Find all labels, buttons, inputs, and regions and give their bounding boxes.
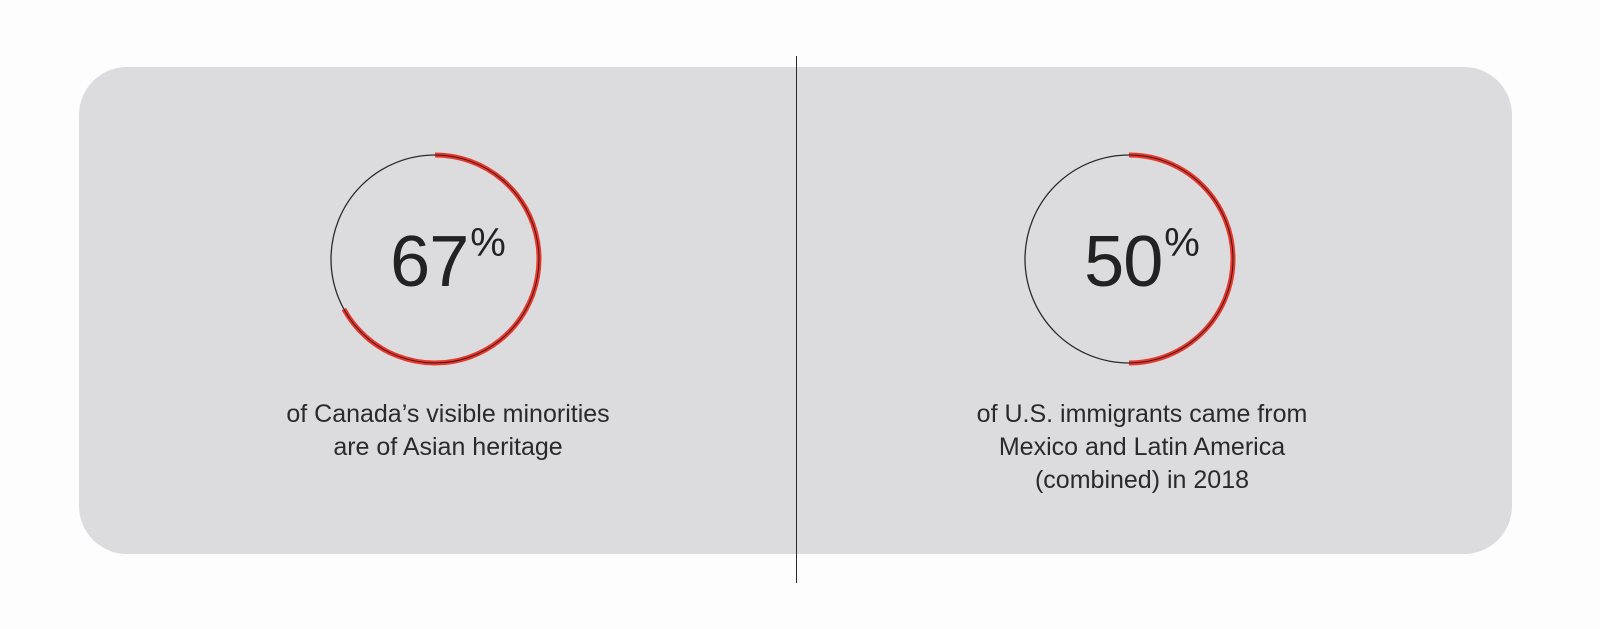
ring-chart [1024,152,1236,366]
caption-line: of U.S. immigrants came from [976,400,1308,428]
caption-line: of Canada’s visible minorities [286,400,610,428]
ring-chart [330,152,542,366]
divider-line [796,56,797,583]
ring-progress-inner-line [343,154,540,364]
ring-progress-inner-line [1128,154,1234,364]
background-panel [79,67,1512,554]
stat-number: 50 [1084,222,1163,302]
percent-sign: % [470,221,506,265]
stat-canada: 67% of Canada’s visible minorities are o… [128,0,768,629]
percent-sign: % [1164,221,1200,265]
stat-us: 50% of U.S. immigrants came from Mexico … [822,0,1462,629]
caption-line: Mexico and Latin America [998,433,1286,461]
stat-value: 67% [128,218,768,306]
stat-value: 50% [822,218,1462,306]
stat-caption: of Canada’s visible minorities are of As… [128,398,768,464]
caption-line: are of Asian heritage [333,433,563,461]
caption-line: (combined) in 2018 [1034,466,1249,494]
stat-caption: of U.S. immigrants came from Mexico and … [822,398,1462,497]
stat-number: 67 [390,222,469,302]
